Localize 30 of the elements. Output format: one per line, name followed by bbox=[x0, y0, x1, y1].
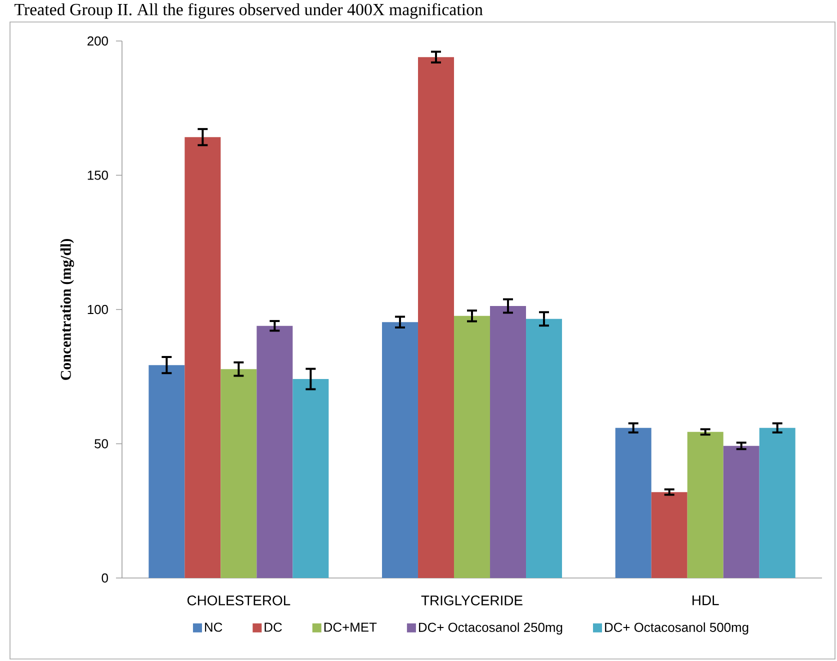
y-tick-label: 0 bbox=[102, 573, 108, 583]
bar bbox=[148, 365, 185, 578]
x-tick-label: HDL bbox=[692, 596, 719, 606]
bar bbox=[651, 492, 688, 578]
bar bbox=[687, 432, 724, 578]
bar bbox=[184, 137, 221, 578]
bar bbox=[292, 379, 329, 578]
legend-label: DC+MET bbox=[324, 622, 377, 632]
text: Treated Group II. All the figures observed under 400X magnification bbox=[14, 3, 483, 19]
x-tick-label: TRIGLYCERIDE bbox=[421, 595, 522, 606]
bar bbox=[526, 318, 562, 578]
y-axis-title: Concentration (mg/dl) bbox=[60, 238, 74, 380]
bar bbox=[490, 306, 526, 578]
x-tick-label: CHOLESTEROL bbox=[187, 595, 290, 606]
legend-label: DC+ Octacosanol 250mg bbox=[419, 622, 562, 635]
y-tick-label: 150 bbox=[88, 170, 108, 180]
bar bbox=[723, 446, 760, 578]
legend-label: DC+ Octacosanol 500mg bbox=[605, 622, 748, 635]
legend-label: NC bbox=[205, 622, 222, 632]
bar bbox=[418, 57, 454, 578]
bar bbox=[615, 428, 652, 578]
bar bbox=[759, 428, 796, 578]
y-tick-label: 200 bbox=[88, 36, 108, 46]
bar bbox=[382, 322, 418, 578]
legend-label: DC bbox=[264, 622, 282, 632]
bar bbox=[454, 316, 490, 578]
y-tick-label: 50 bbox=[94, 439, 108, 448]
bar bbox=[256, 326, 293, 578]
y-tick-label: 100 bbox=[88, 304, 108, 314]
bar bbox=[220, 369, 257, 578]
